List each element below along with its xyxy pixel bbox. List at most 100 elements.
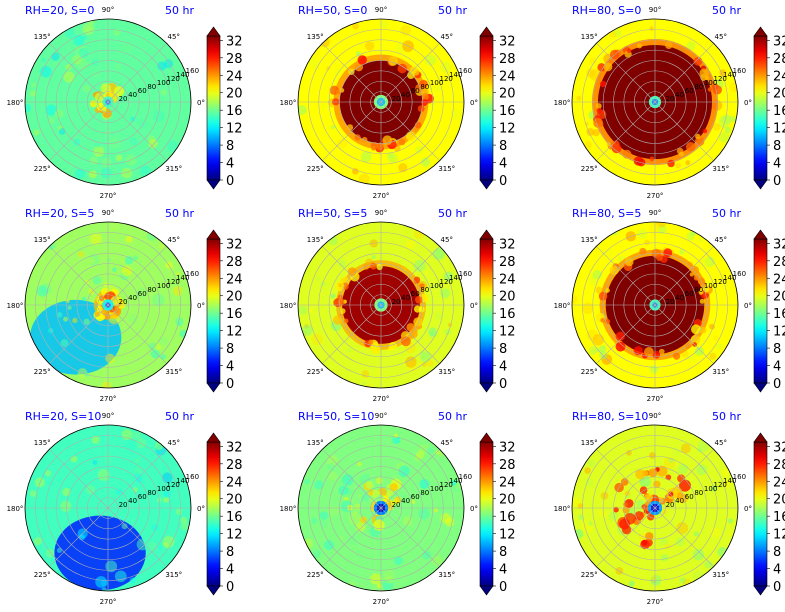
colorbar-extend-min (753, 382, 768, 393)
colorbar-tick-label: 0 (226, 580, 234, 595)
angle-tick-label: 90° (375, 412, 387, 420)
field-speckle (592, 333, 605, 346)
radial-tick-label: 120 (167, 481, 180, 489)
angle-tick-label: 270° (100, 395, 117, 403)
angle-tick-label: 0° (197, 99, 205, 107)
radial-tick-label: 40 (128, 91, 137, 99)
field-speckle (428, 327, 438, 337)
colorbar-tick-label: 8 (773, 139, 781, 154)
colorbar-tick-label: 24 (773, 272, 785, 287)
field-speckle (29, 490, 37, 498)
angular-gridline (654, 246, 714, 306)
field-speckle (33, 537, 42, 546)
colorbar-tick-label: 20 (226, 493, 243, 508)
angle-tick-label: 45° (168, 236, 180, 244)
angular-gridline (596, 246, 656, 306)
radial-tick-label: 100 (157, 282, 170, 290)
angular-gridline (49, 101, 109, 161)
field-speckle (416, 450, 425, 459)
field-speckle (152, 294, 165, 306)
angle-tick-label: 90° (649, 412, 661, 420)
ring-speckle (609, 265, 619, 275)
field-speckle (716, 343, 723, 350)
field-speckle (628, 580, 635, 587)
radial-tick-label: 160 (459, 67, 472, 75)
colorbar-tick-label: 32 (226, 237, 243, 252)
angular-gridline (322, 304, 382, 364)
ring-speckle (603, 62, 613, 72)
ring-speckle (347, 68, 355, 76)
polar-frame (24, 18, 192, 186)
ring-speckle (373, 519, 385, 531)
field-speckle (313, 549, 322, 559)
angle-tick-label: 135° (581, 33, 598, 41)
angle-tick-label: 270° (647, 598, 664, 606)
colorbar-gradient (206, 35, 221, 181)
field-speckle (92, 276, 102, 285)
field-speckle (48, 480, 55, 486)
ring-speckle (653, 480, 661, 488)
angle-tick-label: 0° (470, 505, 478, 513)
colorbar-tick-label: 12 (773, 122, 785, 137)
colorbar-tick-label: 20 (773, 290, 785, 305)
field-speckle (33, 129, 40, 136)
angle-tick-label: 0° (470, 99, 478, 107)
colorbar-tick-label: 28 (499, 52, 516, 67)
radial-tick-label: 60 (138, 87, 147, 95)
polar-panel-6: 20 40 60 80 1001201401600°45°90°135°180°225°… (554, 207, 785, 403)
colorbar-extend-max (206, 229, 221, 240)
ring-speckle (605, 288, 610, 293)
ring-speckle (398, 138, 406, 146)
colorbar-extend-max (206, 26, 221, 37)
colorbar-gradient (206, 238, 221, 384)
colorbar-tick-label: 32 (226, 440, 243, 455)
polar-panel-2: 20 40 60 80 1001201401600°45°90°135°180°225°… (280, 4, 516, 200)
field-speckle (70, 455, 78, 463)
radial-tick-label: 20 (666, 501, 675, 509)
angular-gridline (380, 101, 440, 161)
ring-speckle (644, 347, 654, 357)
ring-speckle (397, 63, 408, 74)
field-speckle (175, 508, 183, 516)
field-speckle (316, 276, 321, 282)
field-speckle (163, 59, 174, 69)
ring-speckle (376, 494, 384, 502)
ring-speckle (620, 478, 629, 486)
colorbar-tick-label: 4 (226, 563, 234, 578)
angle-tick-label: 180° (7, 99, 24, 107)
field-speckle (638, 533, 646, 541)
field-speckle (121, 266, 133, 277)
field-speckle (41, 58, 46, 63)
ring-speckle (354, 134, 361, 141)
colorbar-tick-label: 32 (499, 237, 516, 252)
field-speckle (158, 243, 165, 250)
colorbar: 0 4 8 12 16 20 24 28 32 (753, 432, 785, 596)
field-speckle (443, 263, 448, 268)
field-speckle (615, 566, 624, 575)
colorbar-tick-label: 20 (773, 493, 785, 508)
field-speckle (433, 283, 439, 289)
field-speckle (693, 531, 699, 537)
field-speckle (723, 479, 732, 488)
colorbar-extend-max (479, 26, 494, 37)
colorbar-extend-max (479, 229, 494, 240)
colorbar-tick-label: 32 (773, 237, 785, 252)
colorbar-tick-label: 0 (773, 174, 781, 189)
field-speckle (696, 464, 708, 476)
field-speckle (154, 343, 162, 351)
colorbar-tick-label: 24 (226, 475, 243, 490)
colorbar-tick-label: 20 (499, 87, 516, 102)
ring-speckle (689, 272, 694, 277)
ring-speckle (418, 306, 425, 313)
field-speckle (119, 96, 127, 104)
radial-tick-label: 40 (675, 294, 684, 302)
colorbar-tick-label: 0 (226, 377, 234, 392)
ring-speckle (337, 298, 345, 306)
radial-tick-label: 40 (401, 497, 410, 505)
field-speckle (112, 267, 117, 272)
colorbar-tick-label: 0 (773, 377, 781, 392)
field-speckle (301, 324, 313, 336)
angle-tick-label: 45° (715, 33, 727, 41)
field-speckle (729, 115, 736, 123)
field-speckle (370, 573, 382, 585)
